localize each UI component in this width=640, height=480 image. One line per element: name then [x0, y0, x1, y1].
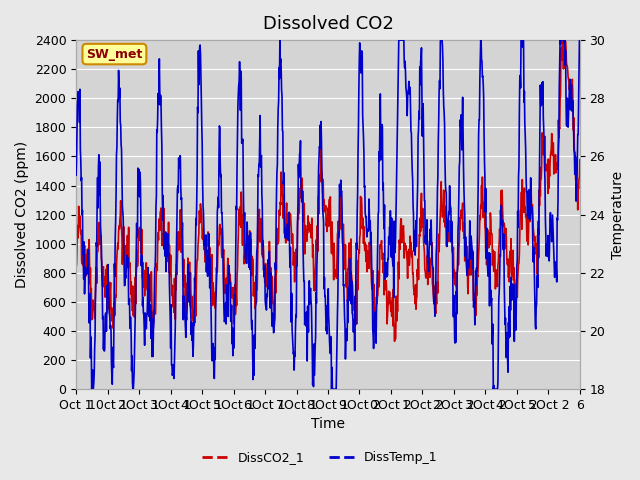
- Legend: DissCO2_1, DissTemp_1: DissCO2_1, DissTemp_1: [197, 446, 443, 469]
- Text: SW_met: SW_met: [86, 48, 143, 60]
- Y-axis label: Dissolved CO2 (ppm): Dissolved CO2 (ppm): [15, 141, 29, 288]
- Title: Dissolved CO2: Dissolved CO2: [262, 15, 394, 33]
- X-axis label: Time: Time: [311, 418, 345, 432]
- Y-axis label: Temperature: Temperature: [611, 170, 625, 259]
